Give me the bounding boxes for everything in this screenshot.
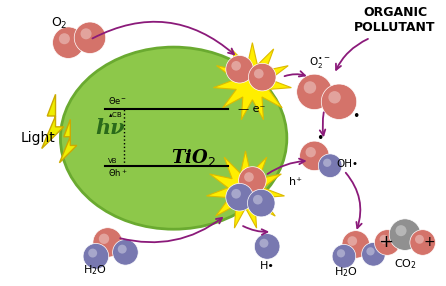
Circle shape <box>323 159 331 167</box>
Circle shape <box>300 141 329 171</box>
Text: •: • <box>352 110 359 123</box>
Circle shape <box>306 147 316 157</box>
Text: $\blacktriangle$CB: $\blacktriangle$CB <box>107 110 122 119</box>
Polygon shape <box>42 94 64 148</box>
Circle shape <box>244 172 254 182</box>
Circle shape <box>226 55 253 83</box>
Text: H•: H• <box>260 261 275 271</box>
Circle shape <box>248 189 275 217</box>
Text: TiO$_2$: TiO$_2$ <box>171 147 216 168</box>
Circle shape <box>260 239 268 248</box>
Text: OH•: OH• <box>336 159 358 169</box>
Circle shape <box>389 219 421 250</box>
Circle shape <box>231 189 241 198</box>
Circle shape <box>415 235 424 244</box>
Circle shape <box>83 243 109 269</box>
Circle shape <box>396 225 407 236</box>
Text: — e⁻: — e⁻ <box>238 104 265 114</box>
Text: +: + <box>424 235 435 249</box>
Text: VB: VB <box>107 158 117 164</box>
Text: Light: Light <box>21 131 56 145</box>
Ellipse shape <box>61 47 287 229</box>
Circle shape <box>380 235 388 244</box>
Text: $\Theta$e$^-$: $\Theta$e$^-$ <box>107 95 127 106</box>
Text: O$_2$: O$_2$ <box>50 15 67 31</box>
Circle shape <box>99 234 109 244</box>
Circle shape <box>366 247 375 255</box>
Circle shape <box>253 195 263 204</box>
Text: ORGANIC
POLLUTANT: ORGANIC POLLUTANT <box>355 6 436 34</box>
Text: $\Theta$h$^+$: $\Theta$h$^+$ <box>107 168 127 179</box>
Circle shape <box>254 234 280 259</box>
Circle shape <box>362 243 385 266</box>
Circle shape <box>328 91 341 104</box>
Circle shape <box>410 230 435 255</box>
Text: h⁺: h⁺ <box>289 177 302 187</box>
Text: O$_2^{\bullet -}$: O$_2^{\bullet -}$ <box>310 55 331 70</box>
Polygon shape <box>214 43 291 120</box>
Text: H$_2$O: H$_2$O <box>334 265 358 279</box>
Text: •: • <box>316 132 323 145</box>
Circle shape <box>81 28 91 39</box>
Circle shape <box>337 249 345 257</box>
Circle shape <box>304 81 316 94</box>
Circle shape <box>347 236 357 246</box>
Circle shape <box>297 74 332 110</box>
Text: CO$_2$: CO$_2$ <box>393 257 417 271</box>
Polygon shape <box>59 120 77 163</box>
Text: +: + <box>378 233 393 251</box>
Circle shape <box>59 33 70 44</box>
Circle shape <box>239 167 266 194</box>
Circle shape <box>74 22 106 53</box>
Polygon shape <box>206 151 285 228</box>
Circle shape <box>342 231 370 258</box>
Circle shape <box>248 63 276 91</box>
Circle shape <box>93 228 123 257</box>
Circle shape <box>231 61 241 71</box>
Circle shape <box>375 230 400 255</box>
Circle shape <box>88 249 97 258</box>
Text: H$_2$O: H$_2$O <box>83 263 107 277</box>
Circle shape <box>318 154 342 178</box>
Circle shape <box>332 245 356 268</box>
Circle shape <box>321 84 357 120</box>
Circle shape <box>118 245 127 254</box>
Text: hν: hν <box>95 118 124 138</box>
Circle shape <box>226 183 253 211</box>
Circle shape <box>113 240 138 265</box>
Circle shape <box>254 69 264 78</box>
Circle shape <box>53 27 84 58</box>
